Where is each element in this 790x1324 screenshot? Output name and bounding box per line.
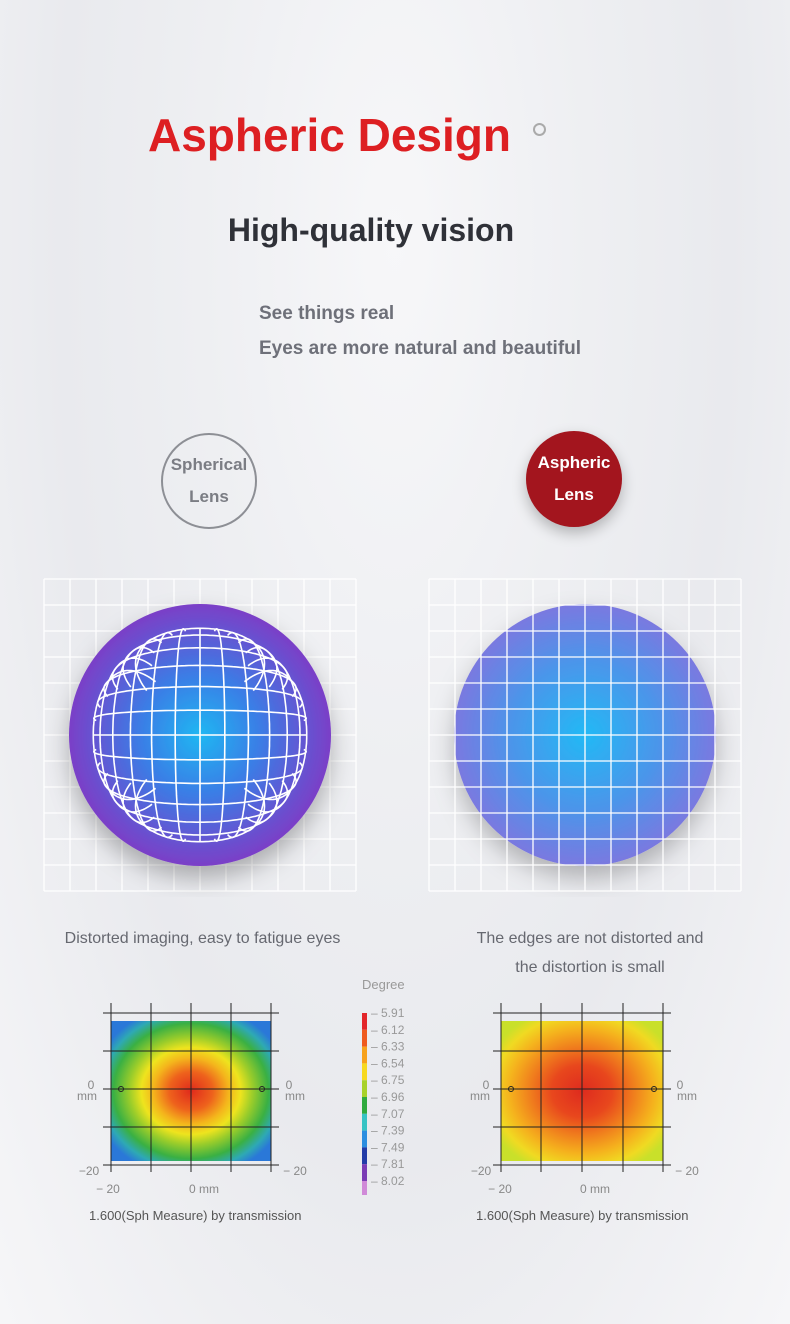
legend-value: – 5.91: [371, 1006, 405, 1020]
legend-swatch: [362, 1113, 367, 1131]
legend-swatch: [362, 1097, 367, 1114]
legend-swatch: [362, 1029, 367, 1047]
aspheric-power-map: 0 mm 0 mm −20 − 20 − 20 0 mm: [470, 1003, 699, 1196]
legend-swatch: [362, 1080, 367, 1097]
legend-swatch: [362, 1013, 367, 1030]
aspheric-lens-badge: Aspheric Lens: [526, 431, 622, 527]
aspheric-lens-illustration: [428, 578, 742, 892]
spherical-power-map: 0 mm 0 mm −20 − 20 − 20 0 mm: [77, 1003, 307, 1196]
aspheric-caption-line-2: the distortion is small: [515, 959, 665, 976]
tagline-1: See things real: [259, 303, 395, 324]
degree-color-legend: – 5.91 – 6.12 – 6.33 – 6.54 – 6.75 – 6.96 – 7.…: [362, 1006, 405, 1195]
bottom-left-label: − 20: [96, 1182, 120, 1196]
spherical-caption: Distorted imaging, easy to fatigue eyes: [64, 930, 341, 947]
legend-value: – 6.12: [371, 1023, 405, 1037]
legend-value: – 6.75: [371, 1073, 405, 1087]
heatmap-grid: [493, 1003, 671, 1172]
right-bottom-label: − 20: [675, 1164, 699, 1178]
legend-swatch: [362, 1130, 367, 1148]
bottom-center-label: 0 mm: [580, 1182, 610, 1196]
reference-point-icon: [508, 1086, 514, 1092]
spherical-lens-badge: Spherical Lens: [161, 433, 257, 529]
left-zero-label: 0: [483, 1078, 490, 1092]
legend-value: – 7.07: [371, 1107, 405, 1121]
legend-swatch: [362, 1046, 367, 1064]
right-bottom-label: − 20: [283, 1164, 307, 1178]
left-bottom-label: −20: [79, 1164, 100, 1178]
reference-point-icon: [118, 1086, 124, 1092]
badge-line-1: Aspheric: [537, 453, 611, 472]
right-unit-label: mm: [285, 1089, 305, 1103]
decorative-circle-icon: [533, 123, 546, 136]
reference-point-icon: [651, 1086, 657, 1092]
right-unit-label: mm: [677, 1089, 697, 1103]
legend-value: – 7.49: [371, 1140, 405, 1154]
legend-swatch: [362, 1164, 367, 1181]
legend-swatch: [362, 1063, 367, 1081]
bottom-center-label: 0 mm: [189, 1182, 219, 1196]
legend-value: – 6.54: [371, 1056, 405, 1070]
left-bottom-label: −20: [471, 1164, 492, 1178]
title-text: Aspheric Design: [148, 109, 511, 161]
subtitle: High-quality vision: [227, 212, 515, 248]
badge-line-2: Lens: [554, 485, 594, 504]
badge-line-2: Lens: [189, 487, 229, 506]
badge-line-1: Spherical: [170, 455, 248, 474]
aspheric-caption-line-1: The edges are not distorted and: [476, 930, 704, 947]
legend-value: – 8.02: [371, 1174, 405, 1188]
left-unit-label: mm: [470, 1089, 490, 1103]
legend-value: – 7.81: [371, 1157, 405, 1171]
page-title: Aspheric Design: [148, 108, 511, 162]
legend-swatch: [362, 1147, 367, 1165]
legend-title: Degree: [362, 977, 405, 992]
legend-value: – 7.39: [371, 1124, 405, 1138]
bottom-left-label: − 20: [488, 1182, 512, 1196]
legend-swatch: [362, 1181, 367, 1195]
right-zero-label: 0: [677, 1078, 684, 1092]
legend-value: – 6.33: [371, 1040, 405, 1054]
tagline-2: Eyes are more natural and beautiful: [259, 338, 582, 359]
left-zero-label: 0: [88, 1078, 95, 1092]
spherical-measure-caption: 1.600(Sph Measure) by transmission: [89, 1208, 302, 1223]
reference-point-icon: [259, 1086, 265, 1092]
heatmap-grid: [103, 1003, 279, 1172]
right-zero-label: 0: [286, 1078, 293, 1092]
aspheric-measure-caption: 1.600(Sph Measure) by transmission: [476, 1208, 689, 1223]
left-unit-label: mm: [77, 1089, 97, 1103]
spherical-lens-distortion-illustration: [43, 578, 357, 892]
legend-value: – 6.96: [371, 1090, 405, 1104]
